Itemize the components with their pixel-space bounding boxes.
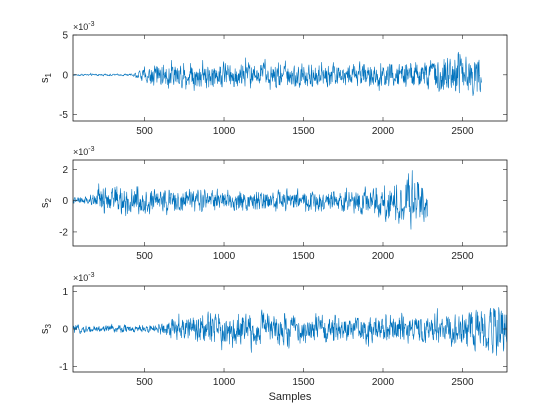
x-tick-label: 500 <box>136 126 153 137</box>
y-tick-label: -5 <box>59 110 68 121</box>
y-tick-label: -1 <box>59 362 68 373</box>
signal-line <box>73 170 428 230</box>
y-tick-label: 0 <box>62 325 68 336</box>
signal-line <box>73 51 482 96</box>
plot-area <box>73 51 482 96</box>
ticks: 500 1000 1500 2000 2500 -1 0 1 <box>59 286 507 388</box>
x-tick-label: 1500 <box>292 126 315 137</box>
subplot-s1: 500 1000 1500 2000 2500 -5 0 5 ×10-3 s1 <box>39 21 508 137</box>
y-axis-label: s1 <box>39 72 53 83</box>
x-tick-label: 500 <box>136 251 153 262</box>
exponent-label: ×10-3 <box>73 21 95 32</box>
exponent-label: ×10-3 <box>73 272 95 283</box>
axes-frame <box>72 159 508 247</box>
y-tick-label: 0 <box>62 70 68 81</box>
x-tick-label: 2500 <box>451 377 474 388</box>
subplot-s3: 500 1000 1500 2000 2500 -1 0 1 ×10-3 s3 Samples <box>39 272 508 403</box>
subplot-s2: 500 1000 1500 2000 2500 -2 0 2 ×10-3 s2 <box>39 146 508 262</box>
x-tick-label: 2000 <box>372 377 395 388</box>
plot-area <box>73 307 507 356</box>
x-tick-label: 2500 <box>451 126 474 137</box>
exponent-label: ×10-3 <box>73 146 95 157</box>
plot-area <box>73 170 428 230</box>
y-axis-label: s3 <box>39 323 53 334</box>
y-tick-label: 0 <box>62 196 68 207</box>
x-axis-label: Samples <box>269 391 312 403</box>
y-tick-label: -2 <box>59 227 68 238</box>
axes-box <box>72 285 508 373</box>
axes-frame <box>72 34 508 122</box>
y-axis-label: s2 <box>39 197 53 208</box>
axes-frame <box>72 285 508 373</box>
y-tick-label: 2 <box>62 165 68 176</box>
x-tick-label: 1500 <box>292 377 315 388</box>
x-tick-label: 2500 <box>451 251 474 262</box>
ticks: 500 1000 1500 2000 2500 -2 0 2 <box>59 160 507 262</box>
y-tick-label: 5 <box>62 31 68 42</box>
x-tick-label: 500 <box>136 377 153 388</box>
x-tick-label: 1000 <box>213 251 236 262</box>
y-tick-label: 1 <box>62 287 68 298</box>
x-tick-label: 1000 <box>213 377 236 388</box>
x-tick-label: 2000 <box>372 251 395 262</box>
signal-line <box>73 307 507 356</box>
x-tick-label: 1500 <box>292 251 315 262</box>
x-tick-label: 2000 <box>372 126 395 137</box>
x-tick-label: 1000 <box>213 126 236 137</box>
